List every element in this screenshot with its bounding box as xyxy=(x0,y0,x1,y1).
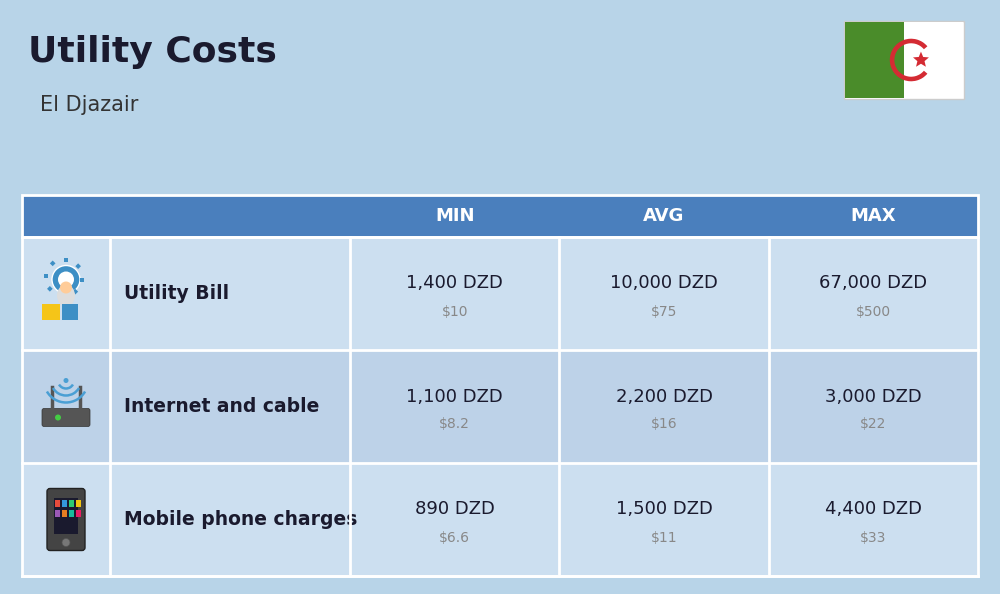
Text: 1,500 DZD: 1,500 DZD xyxy=(616,501,712,519)
Bar xyxy=(47,286,53,292)
Bar xyxy=(42,304,60,320)
Bar xyxy=(22,237,978,350)
Text: $11: $11 xyxy=(651,530,677,545)
Bar xyxy=(22,463,978,576)
Text: 2,200 DZD: 2,200 DZD xyxy=(616,387,712,406)
Wedge shape xyxy=(890,39,927,81)
Text: El Djazair: El Djazair xyxy=(40,95,138,115)
Circle shape xyxy=(55,415,61,421)
Bar xyxy=(62,304,78,320)
Bar xyxy=(22,195,978,576)
Text: Internet and cable: Internet and cable xyxy=(124,397,319,416)
Bar xyxy=(904,22,963,98)
Bar xyxy=(76,500,81,507)
Bar xyxy=(76,510,81,517)
Bar xyxy=(50,261,56,266)
Bar xyxy=(22,195,978,237)
Bar xyxy=(22,350,978,463)
Text: $500: $500 xyxy=(856,305,891,318)
Bar xyxy=(55,510,60,517)
Text: 1,100 DZD: 1,100 DZD xyxy=(406,387,503,406)
Text: Utility Bill: Utility Bill xyxy=(124,284,229,303)
FancyBboxPatch shape xyxy=(42,409,90,426)
Text: $75: $75 xyxy=(651,305,677,318)
Text: 1,400 DZD: 1,400 DZD xyxy=(406,274,503,292)
Text: MAX: MAX xyxy=(851,207,896,225)
Bar xyxy=(845,22,904,98)
Circle shape xyxy=(60,282,72,293)
Text: 3,000 DZD: 3,000 DZD xyxy=(825,387,922,406)
Circle shape xyxy=(58,271,74,287)
Bar xyxy=(55,500,60,507)
Circle shape xyxy=(62,539,70,546)
Bar xyxy=(64,258,68,261)
Bar xyxy=(75,263,81,269)
Bar xyxy=(69,500,74,507)
Text: MIN: MIN xyxy=(435,207,474,225)
Ellipse shape xyxy=(57,285,75,307)
Text: $10: $10 xyxy=(441,305,468,318)
FancyBboxPatch shape xyxy=(844,21,964,99)
Bar xyxy=(44,273,48,277)
Text: 10,000 DZD: 10,000 DZD xyxy=(610,274,718,292)
Text: $8.2: $8.2 xyxy=(439,418,470,431)
Text: 67,000 DZD: 67,000 DZD xyxy=(819,274,927,292)
FancyBboxPatch shape xyxy=(47,488,85,551)
Bar xyxy=(80,277,84,282)
Circle shape xyxy=(64,378,68,383)
Text: 890 DZD: 890 DZD xyxy=(415,501,495,519)
Bar xyxy=(62,510,67,517)
Text: $16: $16 xyxy=(651,418,677,431)
Polygon shape xyxy=(913,52,929,67)
Text: $33: $33 xyxy=(860,530,887,545)
Text: 4,400 DZD: 4,400 DZD xyxy=(825,501,922,519)
Bar xyxy=(62,500,67,507)
Bar xyxy=(72,289,78,295)
Text: Mobile phone charges: Mobile phone charges xyxy=(124,510,357,529)
Text: AVG: AVG xyxy=(643,207,685,225)
Text: Utility Costs: Utility Costs xyxy=(28,35,277,69)
Bar xyxy=(69,510,74,517)
Text: $22: $22 xyxy=(860,418,887,431)
Bar xyxy=(54,498,78,533)
Circle shape xyxy=(52,266,80,293)
Text: $6.6: $6.6 xyxy=(439,530,470,545)
Bar xyxy=(60,293,64,298)
